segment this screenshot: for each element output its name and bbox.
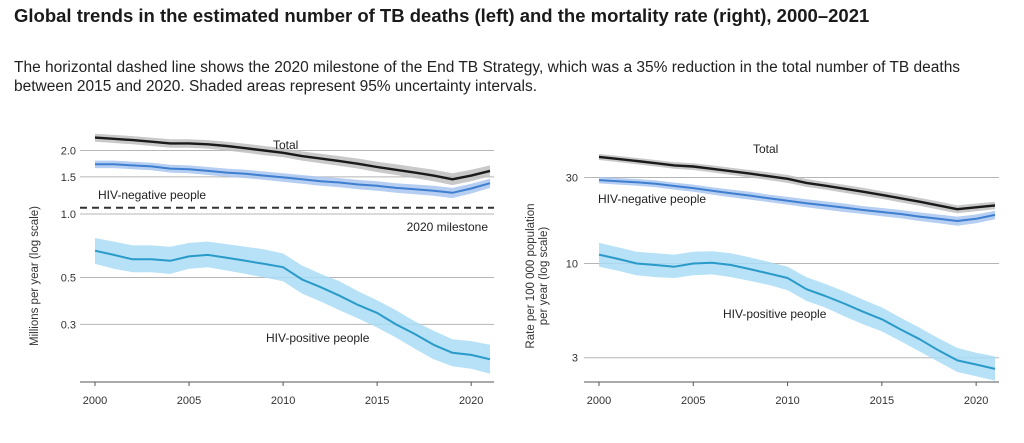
y-tick-label: 30: [566, 172, 578, 184]
left-chart-deaths: 2.0 1.5 1.0 0.5 0.3 2000 2005 2010 2015 2020 Milli…: [29, 133, 494, 407]
y-axis-label: Rate per 100 000 populationper year (log…: [525, 203, 550, 348]
series-label-hiv_positive: HIV-positive people: [266, 331, 370, 345]
x-tick-label: 2005: [177, 395, 201, 407]
series-label-total: Total: [753, 142, 778, 156]
y-tick-label: 0.3: [61, 319, 76, 331]
y-axis-label: Millions per year (log scale): [29, 206, 41, 346]
x-tick-label: 2015: [870, 395, 894, 407]
series-line-total: [94, 136, 491, 181]
series-line-total: [598, 155, 996, 211]
x-tick-label: 2020: [964, 395, 988, 407]
series-label-total: Total: [273, 138, 298, 152]
series-line-hiv_negative: [598, 179, 996, 222]
y-tick-label: 10: [566, 258, 578, 270]
x-tick-label: 2000: [83, 395, 107, 407]
x-tick-label: 2015: [365, 395, 389, 407]
series-label-hiv_negative: HIV-negative people: [98, 188, 206, 202]
series-line-hiv_negative: [95, 163, 491, 194]
x-tick-label: 2010: [775, 395, 799, 407]
series-label-hiv_positive: HIV-positive people: [723, 307, 827, 321]
y-tick-label: 1.5: [61, 172, 76, 184]
uncertainty-band-hiv_positive: [599, 242, 995, 381]
uncertainty-band-hiv_positive: [95, 238, 490, 374]
milestone-label: 2020 milestone: [407, 220, 489, 234]
x-tick-label: 2000: [587, 395, 611, 407]
series-label-hiv_negative: HIV-negative people: [598, 192, 706, 206]
x-tick-label: 2020: [459, 395, 483, 407]
uncertainty-band-total: [95, 133, 490, 186]
y-tick-label: 2.0: [61, 145, 76, 157]
x-tick-label: 2005: [681, 395, 705, 407]
x-tick-label: 2010: [271, 395, 295, 407]
right-chart-mortality-rate: 30 10 3 2000 2005 2010 2015 2020 Rate per 100 00…: [525, 142, 999, 407]
chart-title: Global trends in the estimated number of…: [14, 5, 870, 26]
y-tick-label: 3: [572, 353, 578, 365]
chart-subtitle: The horizontal dashed line shows the 202…: [14, 59, 961, 95]
y-tick-label: 1.0: [61, 209, 76, 221]
y-tick-label: 0.5: [61, 273, 76, 285]
series-line-hiv_positive: [94, 249, 491, 361]
series-line-hiv_positive: [598, 253, 996, 370]
